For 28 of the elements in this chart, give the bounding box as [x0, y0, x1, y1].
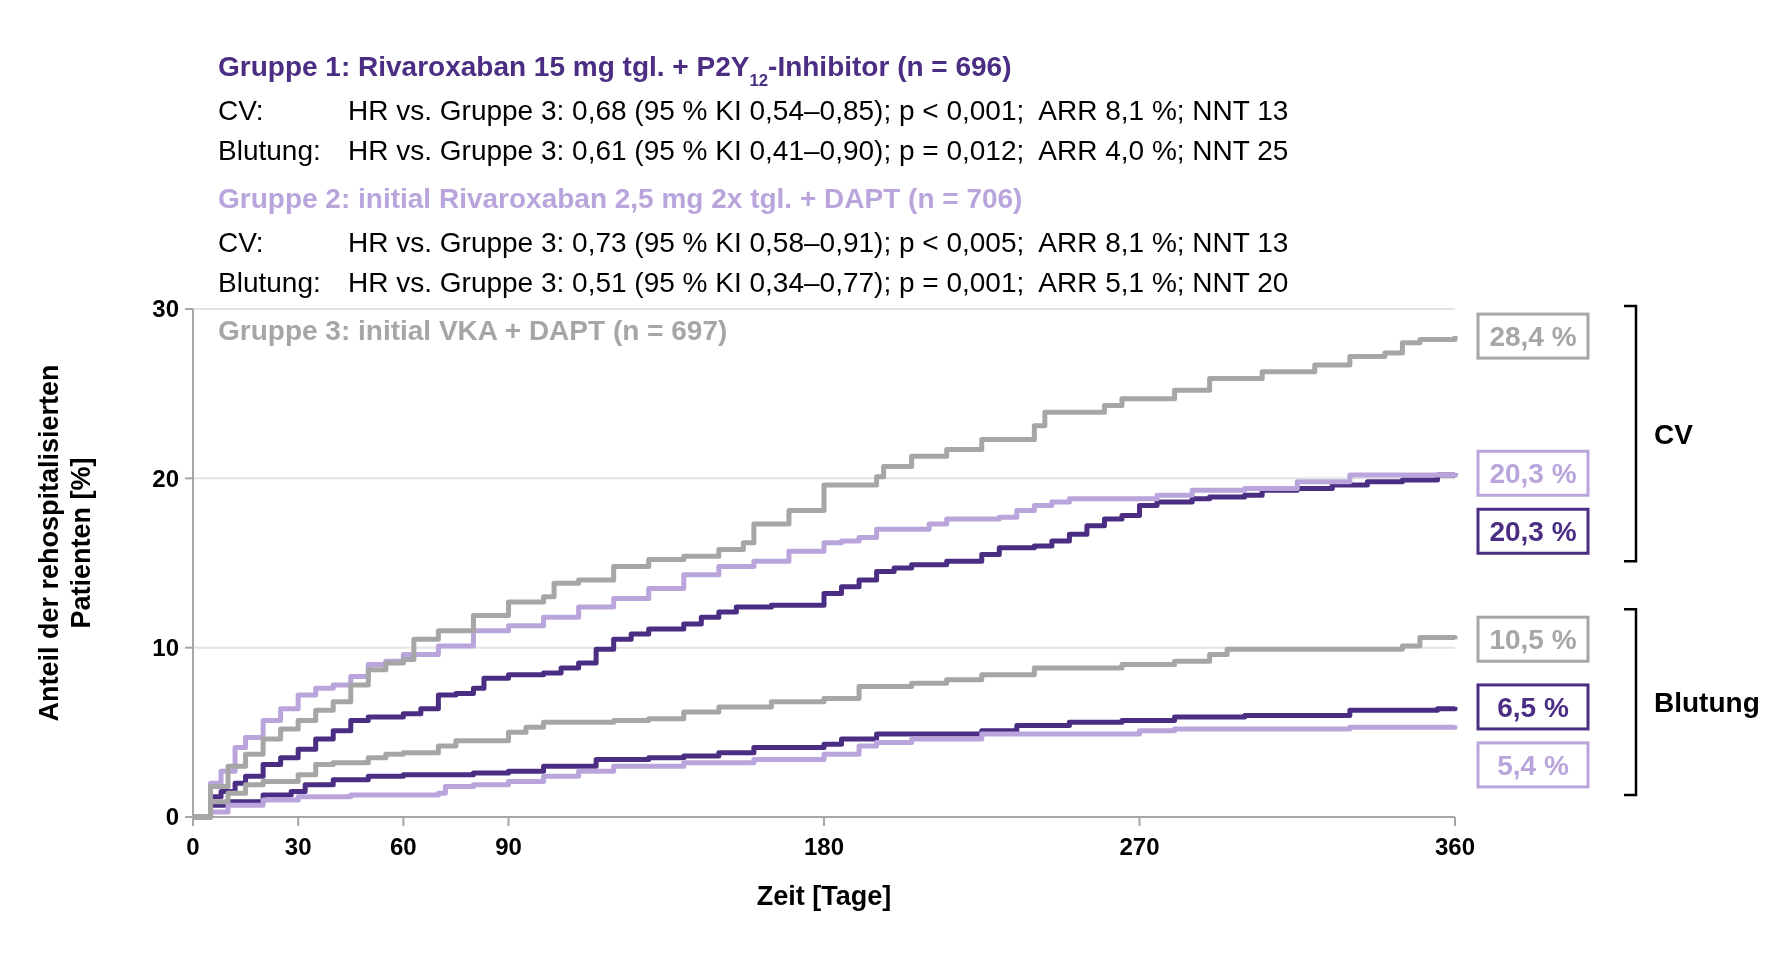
text: CV: HR vs. Gruppe 3: 0,68 (95 % KI 0,54–0,85); p < 0,001; ARR 8,1 %; NNT 13 [218, 95, 1289, 126]
text: Blutung [1654, 687, 1760, 719]
text: Gruppe 2: initial Rivaroxaban 2,5 mg 2x tgl. + DAPT (n = 706) [218, 183, 1023, 214]
y-axis-title: Anteil der rehospitalisierten Patienten [%] [34, 364, 96, 722]
data-label: 6,5 % [1497, 692, 1569, 724]
text: CV [1654, 418, 1694, 450]
y-tick-label: 10 [152, 634, 179, 662]
text: CV: HR vs. Gruppe 3: 0,73 (95 % KI 0,58–0,91); p < 0,005; ARR 8,1 %; NNT 13 [218, 227, 1289, 258]
x-tick-label: 180 [803, 833, 845, 860]
y-tick-label: 20 [152, 464, 179, 492]
data-label: 5,4 % [1497, 750, 1569, 782]
data-label: 10,5 % [1489, 624, 1577, 656]
x-tick-label: 30 [284, 833, 312, 860]
x-tick-label: 0 [186, 833, 200, 860]
text: Blutung: HR vs. Gruppe 3: 0,61 (95 % KI 0,41–0,90); p = 0,012; ARR 4,0 %; NNT 25 [218, 135, 1289, 166]
x-tick-label: 270 [1119, 833, 1160, 860]
y-tick-label: 30 [152, 295, 179, 323]
text: Gruppe 1: Rivaroxaban 15 mg tgl. + P2Y$_{12}$-Inhibitor (n = 696) [218, 51, 1012, 90]
y-tick-label: 0 [165, 803, 179, 831]
x-tick-label: 360 [1434, 833, 1476, 860]
x-axis-title: Zeit [Tage] [756, 881, 892, 911]
x-tick-label: 90 [495, 833, 522, 860]
text: Gruppe 3: initial VKA + DAPT (n = 697) [218, 315, 728, 346]
data-label: 20,3 % [1489, 458, 1577, 490]
data-label: 28,4 % [1489, 321, 1577, 353]
x-tick-label: 60 [389, 833, 417, 860]
data-label: 20,3 % [1489, 516, 1577, 548]
text: Blutung: HR vs. Gruppe 3: 0,51 (95 % KI 0,34–0,77); p = 0,001; ARR 5,1 %; NNT 20 [218, 267, 1289, 298]
